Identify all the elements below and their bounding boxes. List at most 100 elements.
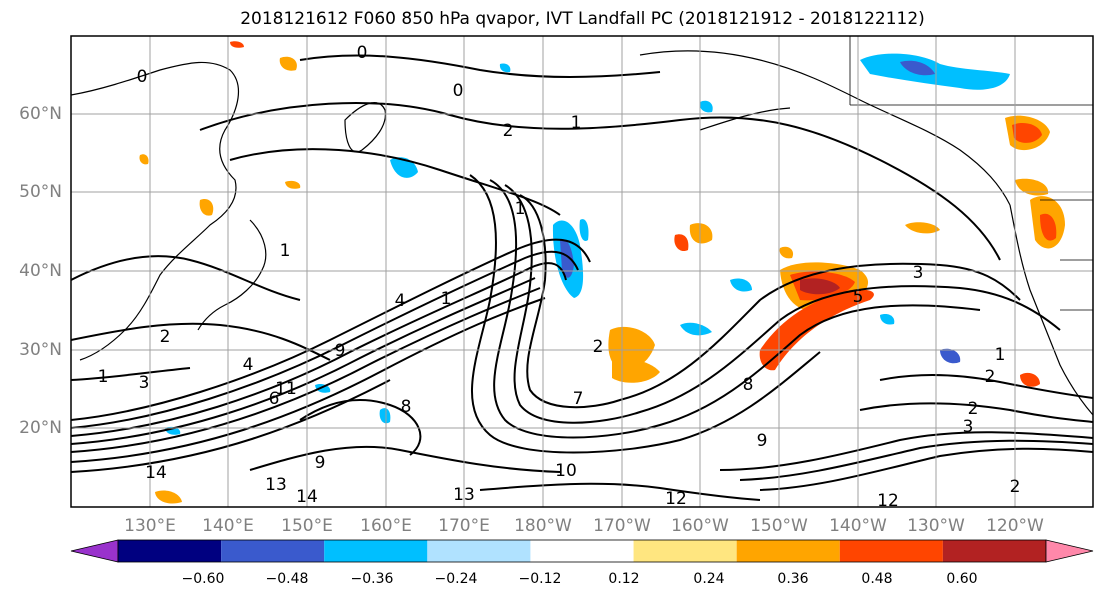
contour-label: 9 (335, 341, 346, 361)
contour-label: 12 (877, 491, 899, 511)
border-states (1040, 199, 1093, 311)
contour-label: 1 (280, 241, 291, 261)
contour-line (71, 379, 391, 473)
shading-blue-alaska (860, 53, 1010, 90)
contour-label: 14 (145, 463, 167, 483)
contour-line (71, 367, 191, 381)
contour-label: 1 (995, 345, 1006, 365)
coastline-alaska (639, 50, 1011, 206)
contour-label: 1 (98, 367, 109, 387)
contour-label: 4 (395, 291, 406, 311)
contour-label: 0 (357, 43, 368, 63)
contour-line (71, 287, 541, 453)
colorbar-tick-label: −0.24 (434, 571, 478, 587)
contour-label: 11 (275, 379, 297, 399)
contour-labels: 0 0 0 1 1 1 1 1 1 2 2 2 2 2 2 3 3 3 4 4 … (98, 43, 1021, 511)
colorbar-tick-label: 0.48 (861, 571, 893, 587)
contour-label: 3 (913, 263, 924, 283)
lon-label: 180°W (514, 516, 572, 536)
contour-label: 2 (593, 337, 604, 357)
lon-label: 130°W (907, 516, 965, 536)
colorbar-segment (942, 540, 1046, 562)
contour-line (469, 174, 821, 454)
map-title: 2018121612 F060 850 hPa qvapor, IVT Land… (240, 9, 925, 29)
contour-label: 13 (265, 475, 287, 495)
contour-line (519, 194, 1021, 409)
colorbar-tick-label: 0.36 (777, 571, 809, 587)
lon-label: 170°W (593, 516, 651, 536)
contour-line (859, 402, 1093, 423)
coastline-kamchatka (344, 102, 387, 153)
contour-label: 2 (968, 399, 979, 419)
contour-line (71, 250, 579, 429)
colorbar (70, 539, 1094, 563)
coastline-alaska-peninsula (699, 107, 791, 131)
contour-line (879, 373, 1093, 399)
colorbar-tick-label: 0.24 (693, 571, 725, 587)
lon-label: 130°E (124, 516, 176, 536)
contour-label: 6 (269, 389, 280, 409)
contour-line (71, 322, 331, 361)
contour-line (71, 262, 567, 437)
colorbar-segment (118, 540, 222, 562)
contour-label: 10 (555, 461, 577, 481)
contour-label: 2 (985, 367, 996, 387)
contour-line (249, 445, 561, 473)
lat-label: 50°N (19, 182, 62, 202)
colorbar-tick-label: −0.48 (265, 571, 309, 587)
contour-label: 3 (963, 417, 974, 437)
contour-label: 8 (743, 375, 754, 395)
gridlines (71, 36, 1093, 507)
shading-layer (139, 41, 1065, 504)
contour-line (719, 431, 1093, 471)
contour-label: 0 (137, 67, 148, 87)
contour-label: 2 (503, 121, 514, 141)
contour-label: 13 (453, 485, 475, 505)
lon-label: 150°E (281, 516, 333, 536)
contour-label: 1 (441, 289, 452, 309)
contour-label: 1 (515, 199, 526, 219)
lon-label: 170°E (438, 516, 490, 536)
lat-label: 20°N (19, 418, 62, 438)
contour-label: 3 (139, 373, 150, 393)
colorbar-segment (324, 540, 428, 562)
contour-line (71, 297, 546, 463)
colorbar-tick-label: −0.60 (181, 571, 225, 587)
contour-line (299, 399, 422, 456)
contour-label: 14 (296, 487, 318, 507)
coastline-japan (197, 219, 267, 331)
contour-label: 2 (1010, 477, 1021, 497)
contour-label: 2 (160, 327, 171, 347)
lon-label: 120°W (986, 516, 1044, 536)
colorbar-segment (736, 540, 840, 562)
colorbar-segment (633, 540, 737, 562)
contour-line (489, 179, 981, 439)
map-frame (70, 35, 1094, 508)
lon-label: 160°W (671, 516, 729, 536)
contour-label: 12 (665, 489, 687, 509)
lat-label: 30°N (19, 340, 62, 360)
contour-label: 8 (401, 397, 412, 417)
lon-label: 140°E (202, 516, 254, 536)
contour-label: 5 (853, 287, 864, 307)
contour-line (739, 439, 1093, 481)
lon-label: 150°W (750, 516, 808, 536)
contour-line (199, 102, 1001, 261)
colorbar-extend-high (1045, 539, 1094, 563)
lon-label: 140°W (829, 516, 887, 536)
colorbar-segment (427, 540, 531, 562)
contour-label: 7 (573, 389, 584, 409)
contour-label: 1 (571, 113, 582, 133)
colorbar-extend-low (70, 539, 119, 563)
colorbar-segment (221, 540, 325, 562)
contour-line (71, 277, 536, 445)
lat-label: 40°N (19, 261, 62, 281)
contour-label: 0 (453, 81, 464, 101)
colorbar-tick-label: −0.12 (518, 571, 562, 587)
contour-label: 4 (243, 355, 254, 375)
colorbar-segment (839, 540, 943, 562)
contour-line (759, 447, 1093, 491)
border-canada (849, 36, 1093, 106)
contour-layer (71, 54, 1093, 501)
